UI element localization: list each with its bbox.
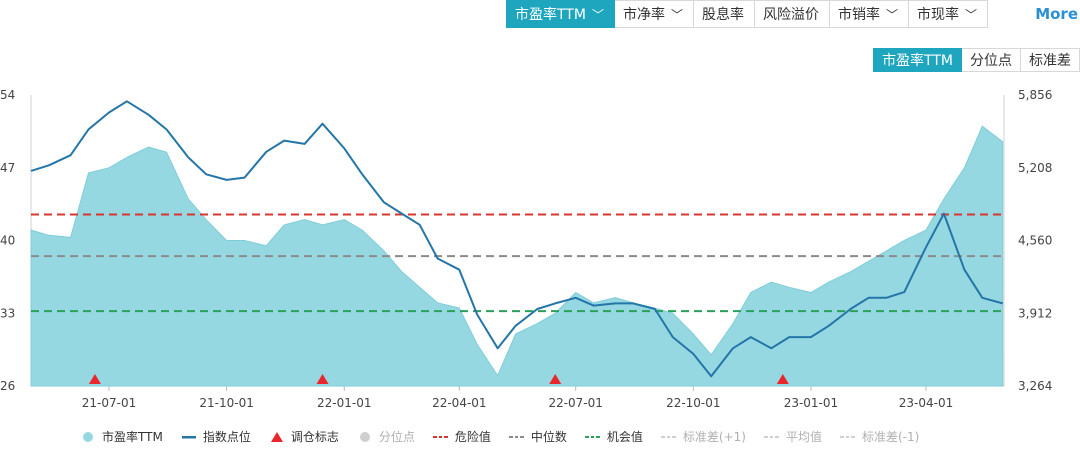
legend-item[interactable]: 标准差(+1) xyxy=(660,428,746,445)
legend-item[interactable]: 平均值 xyxy=(763,428,822,445)
chevron-down-icon: ﹀ xyxy=(964,8,977,22)
y-right-tick-label: 5,208 xyxy=(1018,161,1052,175)
legend-dash-icon xyxy=(432,435,448,438)
x-tick-label: 23-01-01 xyxy=(784,396,838,410)
legend-item[interactable]: 中位数 xyxy=(508,428,567,445)
legend-label: 平均值 xyxy=(785,430,822,444)
legend-label: 分位点 xyxy=(378,430,415,444)
legend-item[interactable]: 标准差(-1) xyxy=(839,428,920,445)
legend-line-icon xyxy=(181,435,196,438)
chevron-down-icon: ﹀ xyxy=(591,8,604,22)
tab-4[interactable]: 市销率 ﹀ xyxy=(829,0,909,28)
tab-label: 市盈率TTM xyxy=(515,7,586,23)
legend-label: 中位数 xyxy=(530,430,567,444)
y-left-tick-label: 40 xyxy=(0,234,15,248)
tab-0[interactable]: 市盈率TTM ﹀ xyxy=(506,0,615,28)
y-right-tick-label: 4,560 xyxy=(1018,234,1052,248)
chevron-down-icon: ﹀ xyxy=(885,8,898,22)
legend-label: 标准差(-1) xyxy=(861,430,920,444)
legend-dot-icon xyxy=(83,431,93,442)
tab-label: 市现率 xyxy=(916,7,959,23)
x-tick-label: 22-10-01 xyxy=(666,396,720,410)
tab-label: 市销率 xyxy=(837,7,880,23)
y-right-tick-label: 5,856 xyxy=(1018,88,1052,102)
legend-item[interactable]: 机会值 xyxy=(584,428,643,445)
y-left-tick-label: 54 xyxy=(0,88,15,102)
legend-label: 危险值 xyxy=(454,430,491,444)
valuation-chart: 26 33 40 47 54 3,264 3,912 4,560 5,208 5,856 21-07… xyxy=(0,88,1052,410)
rebalance-marker xyxy=(549,374,562,384)
tab-3[interactable]: 风险溢价 xyxy=(754,0,830,28)
tab-label: 股息率 xyxy=(701,7,744,23)
x-tick-label: 22-01-01 xyxy=(317,396,371,410)
index-points-line xyxy=(30,100,1003,378)
rebalance-marker xyxy=(88,374,101,384)
rebalance-marker xyxy=(316,374,329,384)
x-tick-label: 22-04-01 xyxy=(432,396,486,410)
legend-dash-icon xyxy=(839,435,855,438)
more-link[interactable]: More xyxy=(1035,5,1078,23)
metric-tabbar: 市盈率TTM ﹀ 市净率 ﹀ 股息率 风险溢价 市销率 ﹀ 市现率 ﹀ xyxy=(506,0,988,28)
legend-label: 机会值 xyxy=(606,430,643,444)
x-tick-label: 21-10-01 xyxy=(199,396,253,410)
legend-dash-icon xyxy=(508,435,524,438)
y-right-tick-label: 3,264 xyxy=(1018,379,1052,393)
legend-dash-icon xyxy=(584,435,600,438)
pe-ttm-area xyxy=(30,125,1004,387)
legend-triangle-icon xyxy=(270,431,283,442)
subtab-1[interactable]: 分位点 xyxy=(962,48,1021,72)
x-tick-label: 21-07-01 xyxy=(82,396,136,410)
tab-5[interactable]: 市现率 ﹀ xyxy=(908,0,988,28)
chevron-down-icon: ﹀ xyxy=(670,8,683,22)
y-left-tick-label: 47 xyxy=(0,161,15,175)
legend-label: 市盈率TTM xyxy=(102,430,163,444)
y-left-tick-label: 26 xyxy=(0,379,15,393)
legend-dot-icon xyxy=(359,431,370,442)
tab-1[interactable]: 市净率 ﹀ xyxy=(614,0,694,28)
legend-item[interactable]: 危险值 xyxy=(432,428,491,445)
tab-label: 市净率 xyxy=(622,7,665,23)
legend-label: 调仓标志 xyxy=(290,430,339,444)
legend-item[interactable]: 市盈率TTM xyxy=(80,428,163,445)
x-tick-label: 22-07-01 xyxy=(548,396,602,410)
legend-item[interactable]: 调仓标志 xyxy=(269,428,339,445)
tab-label: 风险溢价 xyxy=(762,7,819,23)
subtab-2[interactable]: 标准差 xyxy=(1021,48,1080,72)
tab-2[interactable]: 股息率 xyxy=(693,0,755,28)
y-right-tick-label: 3,912 xyxy=(1018,306,1052,320)
legend-label: 标准差(+1) xyxy=(682,430,746,444)
legend-dash-icon xyxy=(763,435,779,438)
legend-item[interactable]: 分位点 xyxy=(357,428,415,445)
legend-item[interactable]: 指数点位 xyxy=(181,428,251,445)
rebalance-marker xyxy=(776,374,789,384)
legend-label: 指数点位 xyxy=(202,430,251,444)
legend-dash-icon xyxy=(660,435,676,438)
subtab-0[interactable]: 市盈率TTM xyxy=(873,48,962,72)
x-tick-label: 23-04-01 xyxy=(899,396,953,410)
view-subtabs: 市盈率TTM 分位点 标准差 xyxy=(873,48,1080,72)
y-left-tick-label: 33 xyxy=(0,306,15,320)
chart-legend: 市盈率TTM 指数点位 调仓标志 分位点 危险值 中位数 机会值 标准差(+1) 平均值 标准差(… xyxy=(80,428,937,445)
